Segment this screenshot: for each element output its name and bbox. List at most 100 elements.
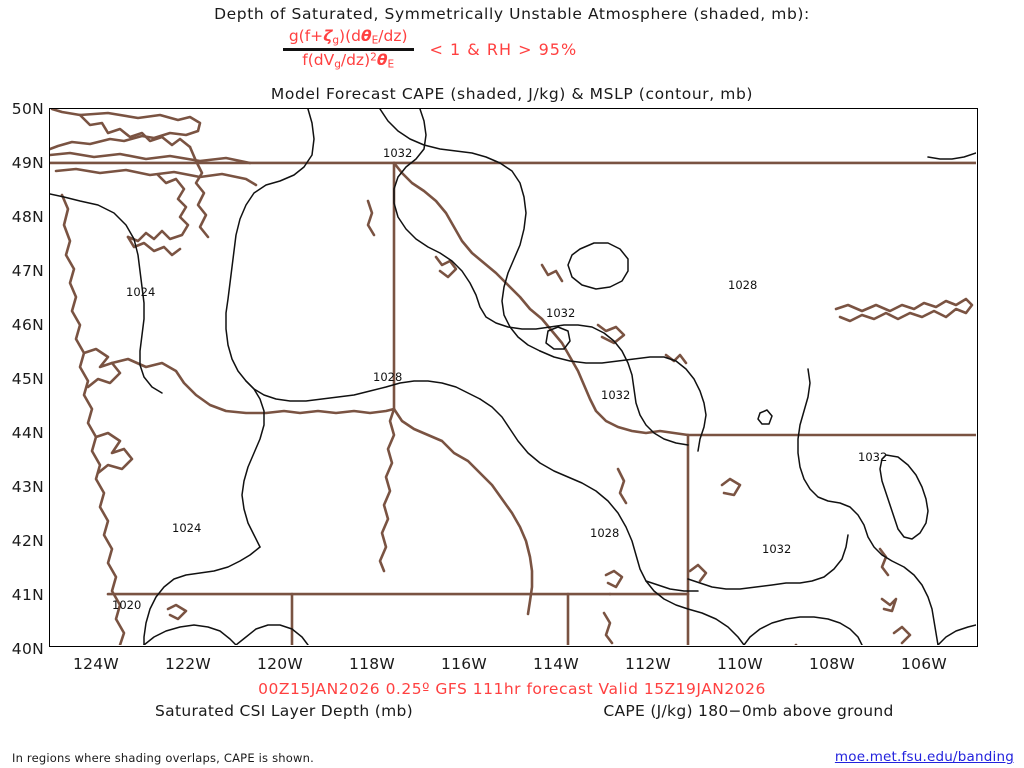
geo-boundaries	[50, 109, 976, 645]
formula-condition: < 1 & RH > 95%	[429, 40, 578, 60]
y-tick-label: 47N	[11, 262, 44, 280]
contour-upper-right	[927, 152, 976, 160]
x-tick-label: 112W	[624, 655, 672, 673]
contour-1028-tiny	[757, 409, 773, 425]
lake-fragment-2	[434, 255, 458, 279]
source-url-link[interactable]: moe.met.fsu.edu/banding	[834, 749, 1014, 765]
map-plot-area: 1024 1032 1028 1032 1028 1032 1032 1024 …	[49, 108, 978, 647]
x-tick-label: 124W	[72, 655, 120, 673]
puget-sound-upper	[78, 113, 192, 149]
y-tick-label: 45N	[11, 370, 44, 388]
x-tick-label: 114W	[532, 655, 580, 673]
contour-1032-hook	[645, 580, 699, 592]
lake-fragment-11	[892, 625, 912, 645]
x-tick-label: 116W	[440, 655, 488, 673]
contour-1032-cell-small	[545, 326, 571, 350]
hood-canal	[126, 235, 182, 257]
y-tick-label: 44N	[11, 424, 44, 442]
contour-label: 1032	[601, 388, 630, 402]
caption-right: CAPE (J/kg) 180−0mb above ground	[603, 702, 894, 720]
border-id-mt	[392, 161, 690, 437]
contour-label: 1032	[546, 306, 575, 320]
page-title: Depth of Saturated, Symmetrically Unstab…	[214, 5, 810, 23]
formula-numerator: g(f+ζg)(dθE/dz)	[288, 27, 408, 47]
y-tick-label: 41N	[11, 586, 44, 604]
fraction-bar	[282, 48, 414, 52]
contour-label: 1024	[126, 285, 155, 299]
puget-sound-lower	[54, 167, 258, 187]
lake-fragment-10	[880, 597, 898, 613]
contour-bottom-center	[743, 616, 863, 645]
snake-river-id	[392, 407, 534, 616]
forecast-stamp: 00Z15JAN2026 0.25º GFS 111hr forecast Va…	[258, 680, 766, 698]
puget-islands	[126, 173, 190, 243]
contour-bottom-right	[937, 624, 976, 645]
lake-fragment-4	[596, 323, 626, 345]
contour-1020-right	[235, 624, 309, 645]
x-tick-label: 110W	[716, 655, 764, 673]
contour-label: 1028	[728, 278, 757, 292]
contour-1032-east	[797, 368, 939, 645]
y-tick-label: 43N	[11, 478, 44, 496]
lake-fragment-7	[616, 467, 628, 505]
lake-fragment-15	[688, 563, 708, 583]
lake-fragment-1	[366, 199, 376, 237]
contour-label: 1028	[373, 370, 402, 384]
contour-1032-north	[393, 109, 689, 446]
mslp-contours	[50, 109, 976, 645]
strait-juan-de-fuca	[50, 151, 252, 165]
y-tick-label: 48N	[11, 208, 44, 226]
x-tick-label: 106W	[900, 655, 948, 673]
contour-label: 1032	[762, 542, 791, 556]
contour-1024-west	[50, 193, 163, 394]
lake-fragment-14	[166, 603, 188, 621]
contour-label: 1028	[590, 526, 619, 540]
contour-label: 1020	[112, 598, 141, 612]
coast-or-bays	[82, 347, 122, 389]
y-tick-label: 49N	[11, 154, 44, 172]
x-tick-label: 120W	[256, 655, 304, 673]
y-tick-label: 50N	[11, 100, 44, 118]
subtitle-cape: Model Forecast CAPE (shaded, J/kg) & MSL…	[270, 85, 754, 103]
formula-fraction: g(f+ζg)(dθE/dz) f(dVg/dz)2θE	[282, 27, 414, 72]
contour-label: 1024	[172, 521, 201, 535]
contour-1028-south	[479, 398, 745, 645]
fort-peck-lake	[834, 297, 974, 323]
great-salt-lake	[602, 611, 614, 645]
contour-1028-central	[245, 380, 481, 402]
lake-fragment-12	[604, 569, 624, 589]
coast-wa-or	[60, 193, 126, 645]
formula-denominator: f(dVg/dz)2θE	[302, 51, 395, 72]
contour-1032-cell-mt	[567, 242, 629, 290]
contour-1024-main	[225, 109, 315, 548]
lake-fragment-6	[664, 353, 688, 365]
csi-formula: g(f+ζg)(dθE/dz) f(dVg/dz)2θE < 1 & RH > …	[0, 27, 1024, 72]
contour-1032-cell-wy	[879, 454, 929, 540]
lake-fragment-9	[878, 547, 890, 577]
contour-1020	[143, 624, 237, 645]
contour-label: 1032	[383, 146, 412, 160]
lake-fragment-8	[720, 477, 742, 497]
contour-label: 1032	[858, 450, 887, 464]
caption-left: Saturated CSI Layer Depth (mb)	[155, 702, 413, 720]
y-tick-label: 46N	[11, 316, 44, 334]
border-wa-or	[110, 357, 396, 415]
contour-1032-wy-south	[687, 534, 849, 590]
contour-labels: 1024 1032 1028 1032 1028 1032 1032 1024 …	[112, 146, 887, 612]
coast-or-bays-2	[94, 431, 134, 475]
map-graphics: 1024 1032 1028 1032 1028 1032 1032 1024 …	[50, 109, 976, 645]
contour-1024-south	[143, 546, 261, 645]
x-tick-label: 118W	[348, 655, 396, 673]
x-tick-label: 122W	[164, 655, 212, 673]
overlap-note: In regions where shading overlaps, CAPE …	[12, 751, 314, 765]
x-tick-label: 108W	[808, 655, 856, 673]
lake-fragment-3	[540, 263, 564, 283]
contour-1028-mt	[539, 350, 707, 452]
coast-pacific	[50, 109, 202, 151]
y-tick-label: 42N	[11, 532, 44, 550]
y-tick-label: 40N	[11, 640, 44, 658]
panel-captions: Saturated CSI Layer Depth (mb) CAPE (J/k…	[49, 702, 978, 720]
border-or-id	[378, 407, 396, 573]
